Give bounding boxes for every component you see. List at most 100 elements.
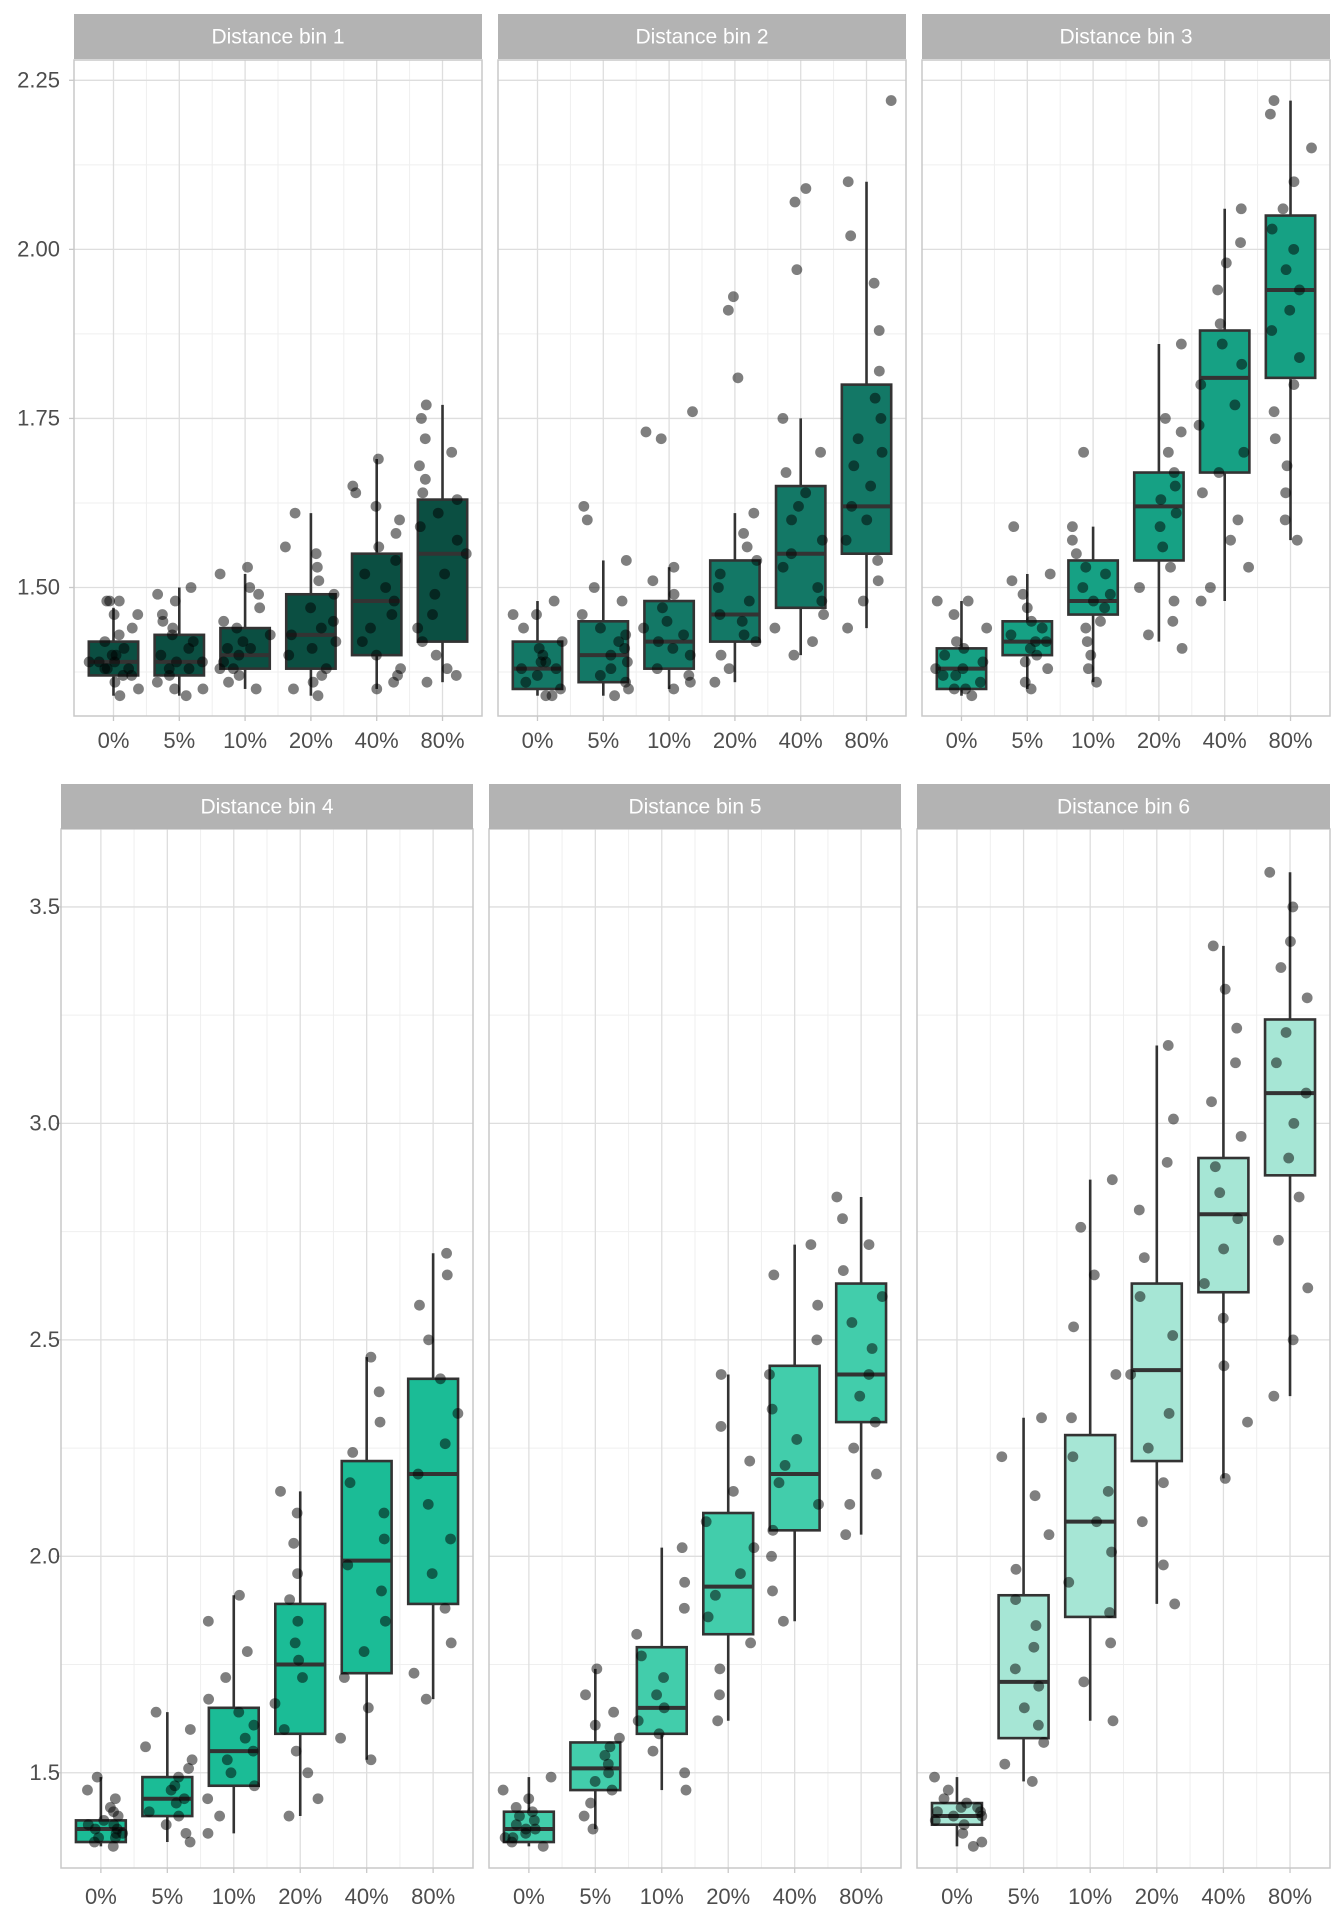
data-point [451,534,463,546]
data-point [869,1416,881,1428]
data-point [589,1719,601,1731]
data-point [785,548,797,560]
data-point [143,1806,155,1818]
facet-strip [489,784,901,829]
data-point [638,622,649,634]
data-point [585,1797,596,1809]
data-point [264,629,276,641]
data-point [1281,460,1293,472]
data-point [365,1754,377,1766]
data-point [863,1239,875,1250]
data-point [527,1806,538,1818]
data-point [865,480,877,492]
data-point [655,433,667,445]
data-point [712,582,724,593]
facet-panel-6: Distance bin 6 0% 5% 10% 20% 40% 80% [916,784,1331,1909]
data-point [678,629,689,641]
data-point [1029,1490,1041,1502]
data-point [1175,338,1187,350]
x-tick-label: 80% [1268,1884,1312,1909]
data-point [1206,1096,1217,1108]
data-point [1031,649,1043,661]
x-tick-label: 80% [411,1884,455,1909]
data-point [788,649,800,661]
data-point [1028,1641,1040,1653]
data-point [961,1797,973,1809]
data-point [297,1672,308,1683]
data-point [1081,636,1093,648]
data-point [594,670,606,681]
data-point [1193,419,1205,431]
data-point [1091,1516,1102,1528]
data-point [1198,1278,1210,1289]
data-point [169,683,181,695]
data-point [840,534,852,546]
data-point [1291,534,1303,546]
data-point [330,636,342,648]
data-point [1100,568,1111,580]
data-point [1066,521,1078,533]
data-point [1080,622,1092,634]
data-point [1157,1559,1169,1571]
data-point [743,595,755,607]
x-tick-label: 0% [85,1884,117,1909]
data-point [1204,582,1216,593]
data-point [591,1663,603,1675]
data-point [735,1568,746,1580]
x-tick-label: 0% [98,728,130,753]
data-point [109,676,121,688]
data-point [533,642,545,654]
x-tick-label: 80% [1268,728,1312,753]
data-point [237,636,249,648]
data-point [876,1291,888,1302]
data-point [373,1386,385,1398]
data-point [1165,561,1176,573]
x-tick-label: 40% [355,728,399,753]
data-point [800,183,812,194]
data-point [1088,595,1099,607]
data-point [178,1793,190,1805]
data-point [1236,358,1248,370]
data-point [715,1369,727,1380]
data-point [370,500,382,512]
data-point [932,1806,943,1818]
data-point [244,582,256,593]
data-point [873,325,885,336]
x-tick-label: 10% [640,1884,684,1909]
data-point [1283,1152,1295,1164]
data-point [529,1823,541,1835]
data-point [312,1793,324,1805]
data-point [1268,1390,1280,1402]
box-40pct [1197,945,1250,1479]
data-point [657,602,668,614]
data-point [328,615,339,627]
data-point [937,670,949,681]
data-point [1287,901,1299,913]
data-point [812,582,824,593]
data-point [667,642,679,654]
data-point [202,1827,214,1839]
box-80pct [406,1253,460,1700]
data-point [700,1516,712,1528]
data-point [768,1269,780,1281]
data-point [723,663,735,675]
data-point [609,690,620,702]
data-point [1032,1719,1044,1731]
data-point [680,1784,692,1796]
data-point [1006,575,1018,587]
data-point [114,690,126,702]
data-point [1176,642,1188,654]
data-point [647,1745,659,1757]
data-point [152,588,164,600]
data-point [848,460,860,472]
data-point [981,622,993,634]
data-point [773,1477,785,1489]
data-point [371,683,383,695]
data-point [420,1693,432,1705]
data-point [1133,1204,1145,1216]
data-point [173,1810,185,1822]
data-point [439,568,451,580]
data-point [160,1819,172,1831]
x-tick-label: 5% [163,728,195,753]
data-point [254,602,266,614]
